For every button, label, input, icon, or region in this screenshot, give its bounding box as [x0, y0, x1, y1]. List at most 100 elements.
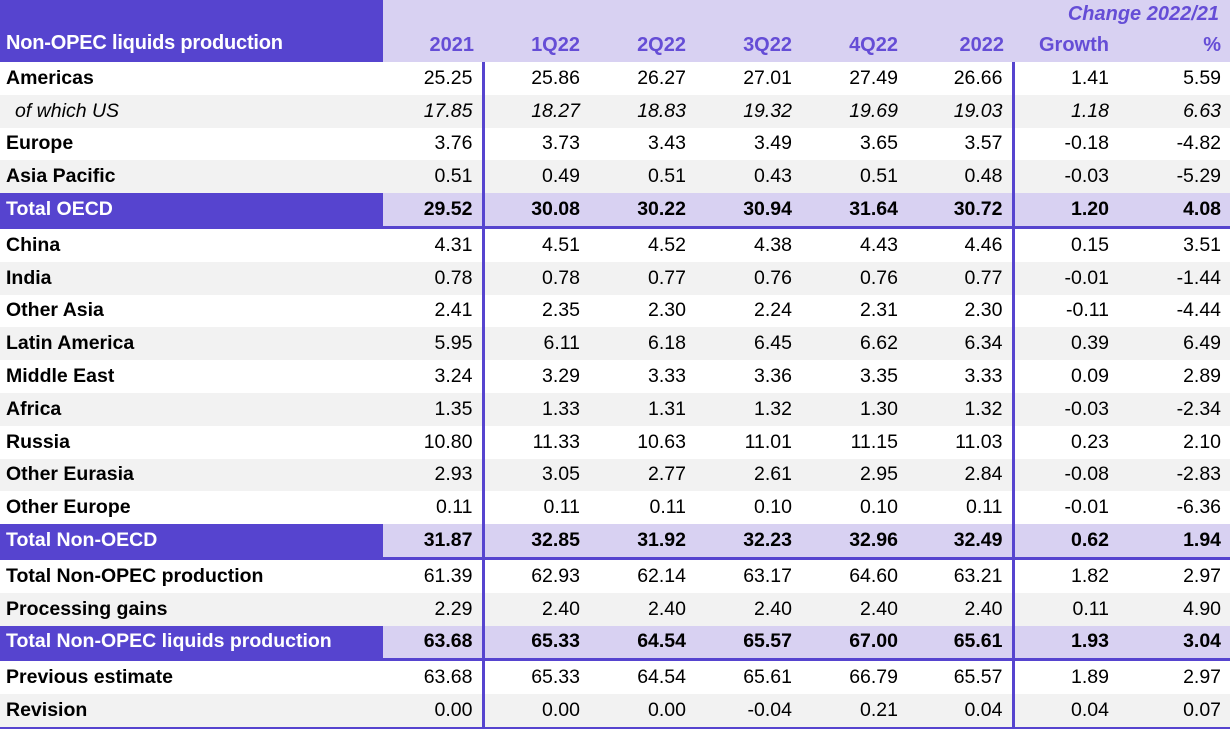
cell-pct: 3.51: [1183, 233, 1222, 256]
table-row: Total Non-OPEC production 61.39 62.93 62.14…: [0, 558, 1230, 593]
cell-2022: 19.03: [907, 94, 1015, 128]
cell-3q22: 0.76: [754, 266, 792, 289]
cell-4q22: 27.49: [849, 66, 898, 89]
cell-pct: 2.10: [1183, 430, 1222, 453]
column-header-3q22: 3Q22: [695, 28, 801, 62]
cell-2021: 2.93: [383, 458, 485, 492]
cell-1q22: 0.49: [542, 165, 580, 188]
table-row: Asia Pacific 0.51 0.49 0.51 0.43 0.51 0.48 -0.0…: [0, 160, 1230, 194]
cell-pct: 2.97: [1183, 666, 1222, 689]
cell-3q22: 30.94: [695, 193, 801, 229]
cell-1q22: 4.51: [542, 233, 580, 256]
table-row: Russia 10.80 11.33 10.63 11.01 11.15 11.03 0.23…: [0, 425, 1230, 459]
cell-4q22: 2.31: [860, 299, 898, 322]
cell-4q22: 66.79: [849, 666, 898, 689]
table-row: Africa 1.35 1.33 1.31 1.32 1.30 1.32 -0.03 -2.34: [0, 392, 1230, 426]
cell-2q22: 30.22: [589, 193, 695, 229]
cell-2q22: 0.11: [649, 496, 686, 519]
cell-2q22: 26.27: [637, 66, 686, 89]
cell-3q22: 3.49: [754, 132, 792, 155]
cell-2022: 2.40: [907, 592, 1015, 626]
cell-pct: 1.94: [1118, 524, 1230, 560]
table-row: China 4.31 4.51 4.52 4.38 4.43 4.46 0.15 3.51: [0, 227, 1230, 262]
cell-4q22: 11.15: [850, 430, 898, 453]
cell-1q22: 6.11: [543, 332, 580, 355]
cell-4q22: 3.35: [860, 365, 898, 388]
cell-growth: 0.62: [1013, 524, 1118, 560]
cell-4q22: 0.51: [860, 165, 898, 188]
cell-4q22: 0.10: [860, 496, 898, 519]
cell-4q22: 6.62: [860, 332, 898, 355]
table-row: Americas 25.25 25.86 26.27 27.01 27.49 26.66 1.…: [0, 62, 1230, 95]
cell-growth: 0.04: [1071, 699, 1109, 722]
cell-growth: 1.82: [1071, 564, 1109, 587]
cell-growth: -0.03: [1064, 397, 1109, 420]
cell-2021: 63.68: [383, 659, 485, 695]
cell-2022: 0.77: [907, 261, 1015, 295]
cell-growth: 1.89: [1071, 666, 1109, 689]
cell-2021: 3.76: [383, 127, 485, 161]
cell-2q22: 3.43: [648, 132, 686, 155]
cell-growth: -0.18: [1064, 132, 1109, 155]
cell-4q22: 4.43: [860, 233, 898, 256]
cell-4q22: 31.64: [801, 193, 907, 229]
cell-2q22: 64.54: [589, 625, 695, 662]
cell-1q22: 62.93: [531, 564, 580, 587]
cell-2021: 0.51: [383, 160, 485, 194]
cell-2021: 1.35: [383, 392, 485, 426]
row-label: Revision: [6, 699, 88, 722]
cell-2q22: 0.77: [648, 266, 686, 289]
row-label: Americas: [6, 66, 94, 89]
cell-2022: 65.61: [907, 625, 1015, 662]
cell-2q22: 2.40: [648, 597, 686, 620]
cell-2021: 63.68: [383, 625, 485, 662]
cell-2021: 17.85: [383, 94, 485, 128]
cell-2021: 2.41: [383, 294, 485, 328]
cell-3q22: 4.38: [754, 233, 792, 256]
cell-2021: 29.52: [383, 193, 485, 229]
cell-3q22: 2.61: [754, 463, 792, 486]
cell-3q22: 3.36: [754, 365, 792, 388]
cell-pct: 6.63: [1183, 99, 1222, 122]
cell-2022: 26.66: [907, 62, 1015, 95]
table-title: Non-OPEC liquids production: [0, 0, 383, 62]
cell-growth: 0.39: [1071, 332, 1109, 355]
cell-3q22: 2.40: [754, 597, 792, 620]
table-row: Europe 3.76 3.73 3.43 3.49 3.65 3.57 -0.18 -4.82: [0, 127, 1230, 161]
cell-1q22: 25.86: [531, 66, 580, 89]
cell-growth: 0.15: [1071, 233, 1109, 256]
cell-pct: 4.90: [1183, 597, 1222, 620]
cell-growth: -0.08: [1064, 463, 1109, 486]
cell-2021: 25.25: [383, 62, 485, 95]
cell-4q22: 2.40: [860, 597, 898, 620]
cell-pct: 3.04: [1118, 625, 1230, 662]
cell-2022: 63.21: [907, 558, 1015, 593]
cell-4q22: 32.96: [801, 524, 907, 560]
row-label: Africa: [6, 397, 62, 420]
cell-2q22: 0.00: [648, 699, 686, 722]
table-row: Total Non-OPEC liquids production 63.68 65…: [0, 625, 1230, 662]
row-label: China: [6, 233, 61, 256]
cell-4q22: 0.76: [860, 266, 898, 289]
cell-4q22: 3.65: [860, 132, 898, 155]
cell-1q22: 0.00: [542, 699, 580, 722]
table-row: Latin America 5.95 6.11 6.18 6.45 6.62 6.34 0.3…: [0, 327, 1230, 361]
cell-growth: -0.11: [1066, 299, 1109, 322]
cell-2022: 0.11: [907, 491, 1015, 525]
header-spacer: [383, 0, 1013, 28]
row-label: India: [6, 266, 52, 289]
cell-3q22: 1.32: [754, 397, 792, 420]
cell-pct: 0.07: [1183, 699, 1222, 722]
cell-2022: 11.03: [907, 425, 1015, 459]
cell-2021: 31.87: [383, 524, 485, 560]
cell-4q22: 19.69: [849, 99, 898, 122]
cell-growth: 1.20: [1013, 193, 1118, 229]
cell-1q22: 2.40: [542, 597, 580, 620]
cell-1q22: 65.33: [531, 666, 580, 689]
row-label: Other Asia: [6, 299, 104, 322]
cell-2q22: 2.30: [648, 299, 686, 322]
cell-2q22: 1.31: [648, 397, 686, 420]
change-2022-21-header: Change 2022/21: [1013, 0, 1230, 28]
table-row: Other Eurasia 2.93 3.05 2.77 2.61 2.95 2.84 -0.…: [0, 458, 1230, 492]
